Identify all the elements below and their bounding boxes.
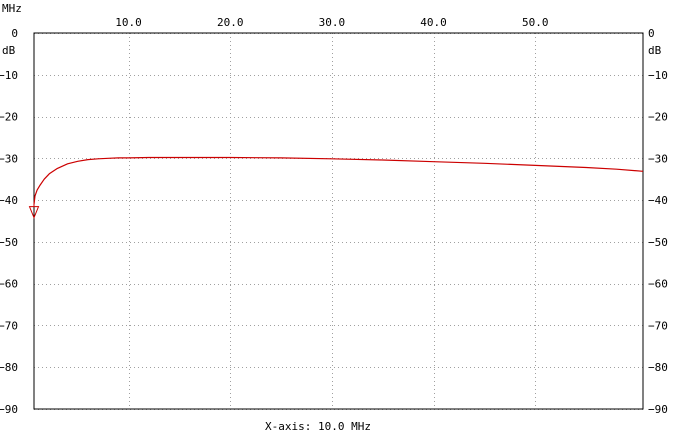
marker-triangle [28,206,40,219]
x-tick-label: 10.0 [115,16,142,29]
y-tick-label-left: −60 [0,278,18,291]
x-tick-label: 40.0 [420,16,447,29]
y-tick-label-right: 0 [648,27,655,40]
y-tick-label-left: 0 [11,27,18,40]
x-tick-label: 30.0 [319,16,346,29]
y-tick-label-right: −30 [648,152,668,165]
y-tick-label-right: −70 [648,319,668,332]
y-tick-label-left: −20 [0,111,18,124]
y-unit-label-right: dB [648,44,662,57]
y-tick-label-right: −60 [648,278,668,291]
y-tick-label-left: −30 [0,152,18,165]
y-tick-label-left: −40 [0,194,18,207]
y-tick-label-left: −90 [0,403,18,416]
y-tick-label-right: −50 [648,236,668,249]
y-tick-label-right: −80 [648,361,668,374]
y-tick-label-right: −90 [648,403,668,416]
x-unit-label: MHz [2,2,22,15]
y-tick-labels-right: 0 −10 −20 −30 −40 −50 −60 −70 −80 −90 [648,27,668,416]
data-series [33,156,644,205]
y-tick-label-left: −50 [0,236,18,249]
y-tick-labels-left: 0 −10 −20 −30 −40 −50 −60 −70 −80 −90 [0,27,18,416]
y-tick-label-left: −70 [0,319,18,332]
marker-layer [28,204,40,219]
x-tick-label: 50.0 [522,16,549,29]
y-tick-label-left: −80 [0,361,18,374]
y-tick-label-right: −20 [648,111,668,124]
plot-area-frame [33,32,644,410]
x-tick-label: 20.0 [217,16,244,29]
y-unit-label-left: dB [2,44,16,57]
y-tick-label-right: −10 [648,69,668,82]
x-tick-labels: 10.0 20.0 30.0 40.0 50.0 [115,16,548,29]
y-tick-label-right: −40 [648,194,668,207]
x-axis-caption: X-axis: 10.0 MHz [265,420,371,433]
series-line-0 [33,156,644,205]
y-tick-label-left: −10 [0,69,18,82]
